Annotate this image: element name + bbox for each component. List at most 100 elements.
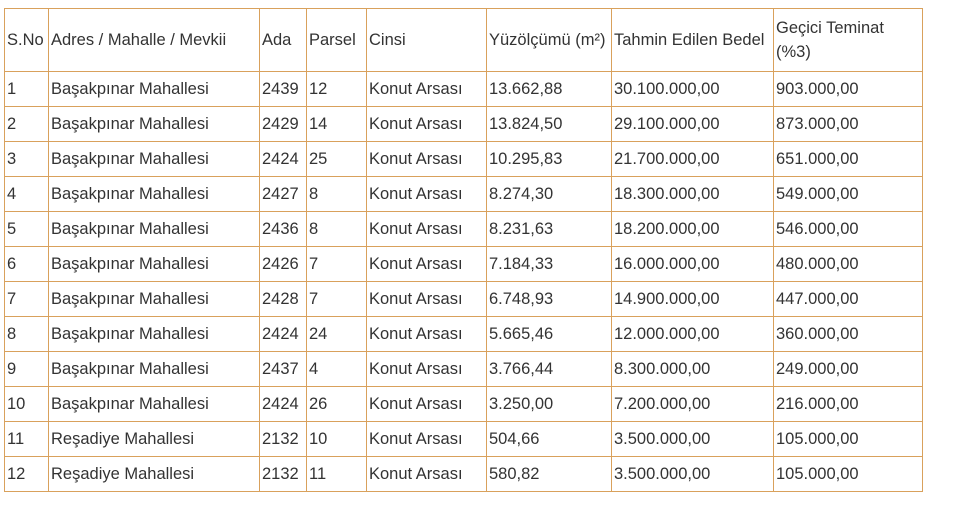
cell-estimated-price: 18.200.000,00: [611, 211, 774, 247]
cell-type: Konut Arsası: [366, 71, 487, 107]
cell-parsel: 8: [306, 211, 367, 247]
cell-parsel: 7: [306, 281, 367, 317]
cell-area: 6.748,93: [486, 281, 612, 317]
cell-area: 8.231,63: [486, 211, 612, 247]
cell-estimated-price: 3.500.000,00: [611, 456, 774, 492]
cell-area: 5.665,46: [486, 316, 612, 352]
cell-type: Konut Arsası: [366, 211, 487, 247]
table-row: 5 Başakpınar Mahallesi 2436 8 Konut Arsası 8.…: [4, 211, 923, 247]
header-type: Cinsi: [366, 8, 487, 72]
cell-parsel: 11: [306, 456, 367, 492]
cell-address: Başakpınar Mahallesi: [48, 351, 260, 387]
cell-deposit: 249.000,00: [773, 351, 923, 387]
cell-parsel: 14: [306, 106, 367, 142]
header-ada: Ada: [259, 8, 307, 72]
cell-ada: 2427: [259, 176, 307, 212]
table-row: 11 Reşadiye Mahallesi 2132 10 Konut Arsası 50…: [4, 421, 923, 457]
cell-estimated-price: 14.900.000,00: [611, 281, 774, 317]
cell-deposit: 651.000,00: [773, 141, 923, 177]
cell-ada: 2437: [259, 351, 307, 387]
cell-sno: 6: [4, 246, 49, 282]
header-parsel: Parsel: [306, 8, 367, 72]
cell-parsel: 4: [306, 351, 367, 387]
cell-estimated-price: 3.500.000,00: [611, 421, 774, 457]
cell-type: Konut Arsası: [366, 351, 487, 387]
cell-ada: 2436: [259, 211, 307, 247]
cell-parsel: 7: [306, 246, 367, 282]
cell-deposit: 546.000,00: [773, 211, 923, 247]
cell-sno: 4: [4, 176, 49, 212]
parcel-auction-table: S.No Adres / Mahalle / Mevkii Ada Parsel…: [4, 8, 923, 492]
cell-ada: 2424: [259, 141, 307, 177]
table-body: 1 Başakpınar Mahallesi 2439 12 Konut Arsası 1…: [4, 71, 923, 492]
table-row: 3 Başakpınar Mahallesi 2424 25 Konut Arsası 1…: [4, 141, 923, 177]
cell-area: 504,66: [486, 421, 612, 457]
cell-area: 8.274,30: [486, 176, 612, 212]
cell-sno: 11: [4, 421, 49, 457]
cell-address: Başakpınar Mahallesi: [48, 176, 260, 212]
cell-sno: 12: [4, 456, 49, 492]
header-deposit: Geçici Teminat (%3): [773, 8, 923, 72]
cell-ada: 2132: [259, 456, 307, 492]
table-header-row: S.No Adres / Mahalle / Mevkii Ada Parsel…: [4, 8, 923, 72]
cell-parsel: 10: [306, 421, 367, 457]
cell-address: Başakpınar Mahallesi: [48, 141, 260, 177]
cell-sno: 5: [4, 211, 49, 247]
cell-type: Konut Arsası: [366, 281, 487, 317]
cell-address: Başakpınar Mahallesi: [48, 71, 260, 107]
cell-address: Başakpınar Mahallesi: [48, 211, 260, 247]
cell-type: Konut Arsası: [366, 246, 487, 282]
cell-type: Konut Arsası: [366, 106, 487, 142]
cell-ada: 2429: [259, 106, 307, 142]
table-row: 8 Başakpınar Mahallesi 2424 24 Konut Arsası 5…: [4, 316, 923, 352]
cell-ada: 2132: [259, 421, 307, 457]
cell-sno: 9: [4, 351, 49, 387]
cell-sno: 8: [4, 316, 49, 352]
table-row: 7 Başakpınar Mahallesi 2428 7 Konut Arsası 6.…: [4, 281, 923, 317]
cell-address: Başakpınar Mahallesi: [48, 386, 260, 422]
cell-area: 7.184,33: [486, 246, 612, 282]
cell-address: Başakpınar Mahallesi: [48, 281, 260, 317]
cell-type: Konut Arsası: [366, 316, 487, 352]
cell-address: Başakpınar Mahallesi: [48, 316, 260, 352]
cell-deposit: 873.000,00: [773, 106, 923, 142]
cell-ada: 2426: [259, 246, 307, 282]
table-row: 1 Başakpınar Mahallesi 2439 12 Konut Arsası 1…: [4, 71, 923, 107]
cell-sno: 3: [4, 141, 49, 177]
cell-estimated-price: 8.300.000,00: [611, 351, 774, 387]
cell-area: 10.295,83: [486, 141, 612, 177]
table-row: 4 Başakpınar Mahallesi 2427 8 Konut Arsası 8.…: [4, 176, 923, 212]
header-estimated-price: Tahmin Edilen Bedel: [611, 8, 774, 72]
cell-type: Konut Arsası: [366, 386, 487, 422]
cell-address: Başakpınar Mahallesi: [48, 246, 260, 282]
table-row: 9 Başakpınar Mahallesi 2437 4 Konut Arsası 3.…: [4, 351, 923, 387]
cell-deposit: 903.000,00: [773, 71, 923, 107]
cell-deposit: 360.000,00: [773, 316, 923, 352]
cell-deposit: 105.000,00: [773, 421, 923, 457]
cell-parsel: 25: [306, 141, 367, 177]
cell-deposit: 447.000,00: [773, 281, 923, 317]
cell-address: Reşadiye Mahallesi: [48, 456, 260, 492]
cell-area: 3.766,44: [486, 351, 612, 387]
cell-type: Konut Arsası: [366, 421, 487, 457]
cell-sno: 1: [4, 71, 49, 107]
cell-parsel: 24: [306, 316, 367, 352]
cell-estimated-price: 21.700.000,00: [611, 141, 774, 177]
cell-sno: 7: [4, 281, 49, 317]
cell-type: Konut Arsası: [366, 176, 487, 212]
cell-estimated-price: 7.200.000,00: [611, 386, 774, 422]
cell-parsel: 26: [306, 386, 367, 422]
cell-area: 3.250,00: [486, 386, 612, 422]
cell-sno: 2: [4, 106, 49, 142]
cell-deposit: 216.000,00: [773, 386, 923, 422]
cell-area: 580,82: [486, 456, 612, 492]
header-sno: S.No: [4, 8, 49, 72]
cell-sno: 10: [4, 386, 49, 422]
cell-parsel: 12: [306, 71, 367, 107]
cell-deposit: 480.000,00: [773, 246, 923, 282]
cell-estimated-price: 30.100.000,00: [611, 71, 774, 107]
cell-estimated-price: 12.000.000,00: [611, 316, 774, 352]
cell-ada: 2428: [259, 281, 307, 317]
parcel-table-container: S.No Adres / Mahalle / Mevkii Ada Parsel…: [4, 8, 923, 492]
cell-estimated-price: 18.300.000,00: [611, 176, 774, 212]
